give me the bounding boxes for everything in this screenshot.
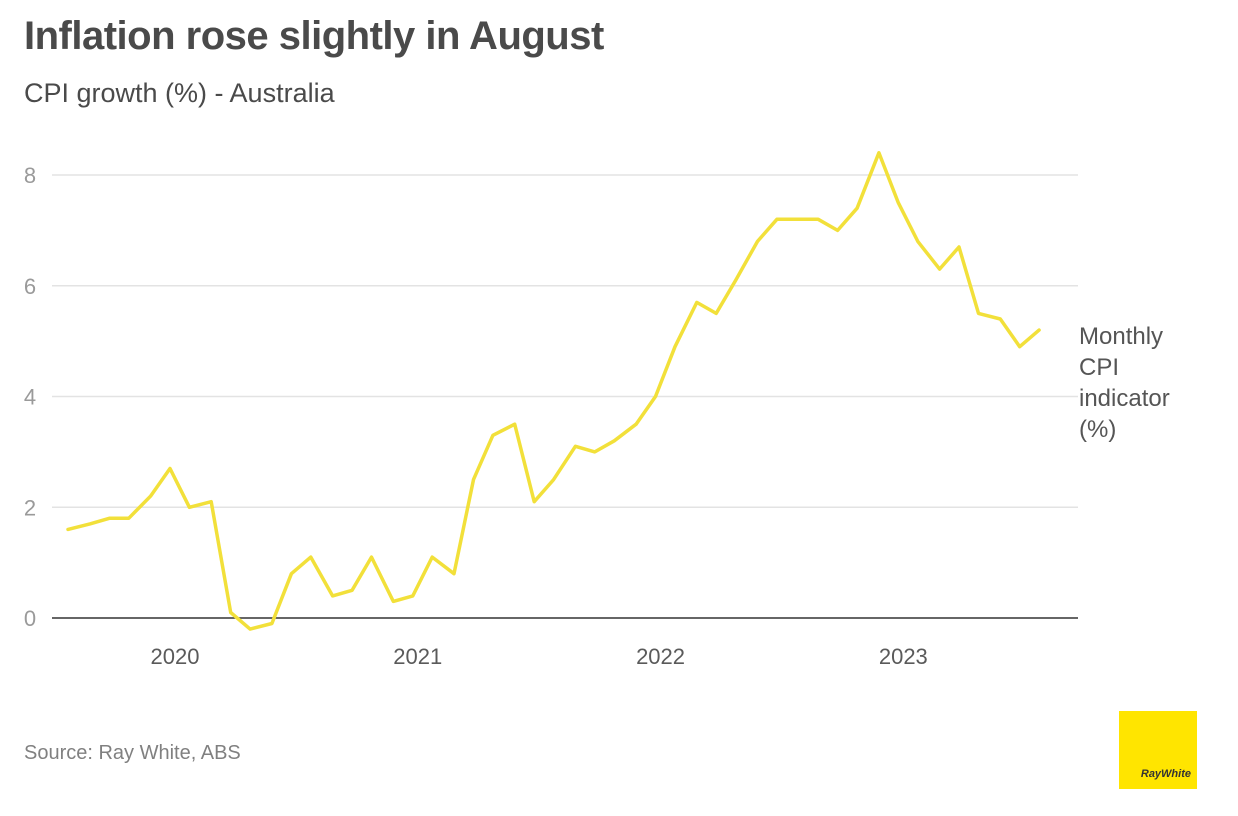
data-point: [573, 444, 577, 448]
data-point: [452, 572, 456, 576]
y-tick-label-0: 0: [24, 606, 36, 631]
data-point: [634, 422, 638, 426]
x-tick-label-2022: 2022: [636, 644, 685, 669]
data-point: [612, 439, 616, 443]
data-point: [350, 588, 354, 592]
data-point: [977, 311, 981, 315]
data-point: [229, 611, 233, 615]
series-label: Monthly CPI indicator (%): [1079, 323, 1170, 443]
y-tick-label-6: 6: [24, 274, 36, 299]
series-label-line: CPI: [1079, 354, 1119, 381]
data-point: [916, 239, 920, 243]
x-tick-label-2023: 2023: [879, 644, 928, 669]
data-point: [998, 317, 1002, 321]
y-tick-label-2: 2: [24, 495, 36, 520]
data-point: [168, 467, 172, 471]
data-point: [593, 450, 597, 454]
x-tick-label-2020: 2020: [150, 644, 199, 669]
data-point: [411, 594, 415, 598]
data-point: [938, 267, 942, 271]
series-label-line: (%): [1079, 416, 1116, 443]
data-point: [472, 478, 476, 482]
data-point: [149, 494, 153, 498]
series-label-line: Monthly: [1079, 323, 1163, 350]
series-line-0: [66, 151, 1041, 631]
data-point: [673, 345, 677, 349]
data-point: [1037, 328, 1041, 332]
data-point: [331, 594, 335, 598]
data-point: [775, 217, 779, 221]
data-point: [289, 572, 293, 576]
data-point: [654, 395, 658, 399]
data-point: [714, 311, 718, 315]
data-point: [756, 239, 760, 243]
data-point: [391, 599, 395, 603]
data-point: [896, 201, 900, 205]
ray-white-logo: RayWhite: [1119, 711, 1197, 789]
data-point: [1018, 345, 1022, 349]
x-tick-label-2021: 2021: [393, 644, 442, 669]
data-point: [877, 151, 881, 155]
data-point: [695, 300, 699, 304]
source-note: Source: Ray White, ABS: [24, 742, 241, 764]
data-point: [270, 622, 274, 626]
data-point: [309, 555, 313, 559]
chart-subtitle: CPI growth (%) - Australia: [24, 78, 335, 108]
data-point: [88, 522, 92, 526]
logo-text: RayWhite: [1140, 768, 1191, 780]
data-point: [513, 422, 517, 426]
series-label-line: indicator: [1079, 385, 1170, 412]
data-point: [209, 500, 213, 504]
data-point: [532, 500, 536, 504]
data-point: [370, 555, 374, 559]
data-point: [816, 217, 820, 221]
data-point: [248, 627, 252, 631]
data-point: [430, 555, 434, 559]
line-chart: 0 2 4 6 8 2020 2021 2022 2023 Monthly CPI indicator…: [24, 151, 1170, 669]
y-tick-label-8: 8: [24, 163, 36, 188]
chart-title: Inflation rose slightly in August: [24, 14, 604, 58]
data-point: [836, 228, 840, 232]
data-point: [734, 278, 738, 282]
y-tick-label-4: 4: [24, 385, 36, 410]
data-point: [855, 206, 859, 210]
data-point: [187, 505, 191, 509]
data-point: [794, 217, 798, 221]
data-point: [957, 245, 961, 249]
data-point: [107, 516, 111, 520]
data-point: [552, 478, 556, 482]
data-point: [127, 516, 131, 520]
data-point: [66, 527, 70, 531]
data-point: [491, 433, 495, 437]
